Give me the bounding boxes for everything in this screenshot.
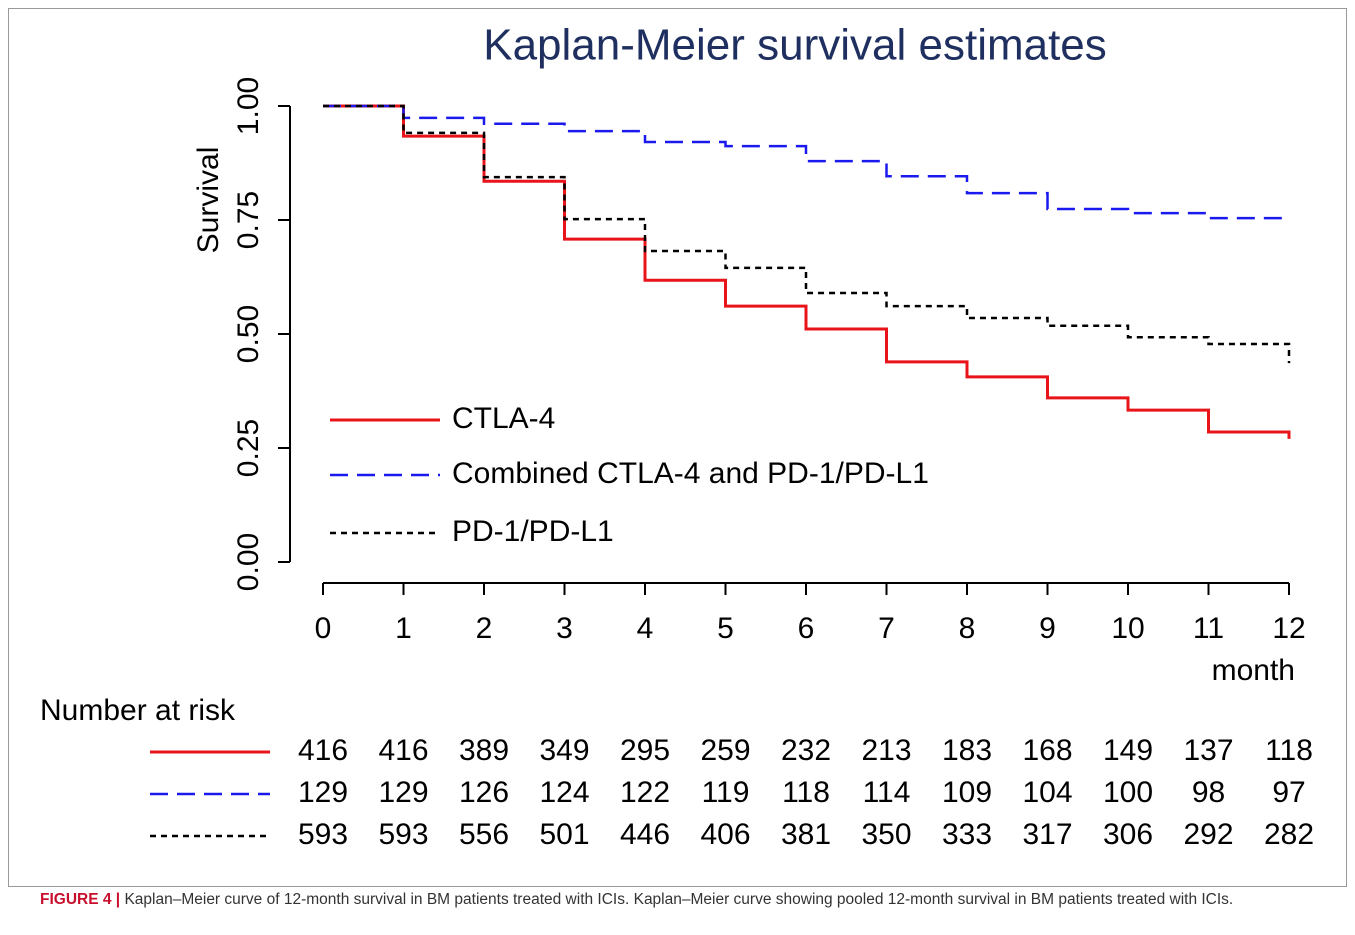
y-tick-label: 0.00 — [232, 533, 265, 591]
survival-curve — [323, 104, 1291, 220]
y-axis-label: Survival — [192, 147, 225, 254]
risk-count: 416 — [298, 734, 348, 767]
x-tick-label: 7 — [878, 612, 895, 645]
x-axis-label: month — [1212, 654, 1295, 687]
risk-count: 124 — [539, 776, 589, 809]
survival-curve — [323, 104, 1291, 439]
risk-count: 129 — [378, 776, 428, 809]
risk-count: 259 — [700, 734, 750, 767]
risk-count: 416 — [378, 734, 428, 767]
x-tick-label: 11 — [1193, 612, 1224, 645]
caption: FIGURE 4 | Kaplan–Meier curve of 12-mont… — [40, 888, 1320, 912]
risk-count: 292 — [1183, 818, 1233, 851]
risk-count: 168 — [1022, 734, 1072, 767]
chart: Kaplan-Meier survival estimates Survival… — [8, 8, 1347, 887]
risk-count: 129 — [298, 776, 348, 809]
risk-count: 349 — [539, 734, 589, 767]
legend-label: CTLA-4 — [452, 402, 555, 435]
caption-label: FIGURE 4 | — [40, 891, 121, 908]
y-tick-label: 1.00 — [232, 77, 265, 135]
risk-count: 317 — [1022, 818, 1072, 851]
y-tick-label: 0.75 — [232, 191, 265, 249]
caption-text: Kaplan–Meier curve of 12-month survival … — [124, 891, 1234, 908]
risk-count: 381 — [781, 818, 831, 851]
x-tick-label: 3 — [556, 612, 573, 645]
x-tick-label: 1 — [395, 612, 412, 645]
risk-count: 593 — [298, 818, 348, 851]
risk-count: 282 — [1264, 818, 1314, 851]
risk-count: 119 — [702, 776, 750, 809]
risk-count: 126 — [459, 776, 509, 809]
y-tick-label: 0.25 — [232, 419, 265, 477]
x-tick-label: 5 — [717, 612, 734, 645]
risk-count: 295 — [620, 734, 670, 767]
risk-count: 149 — [1103, 734, 1153, 767]
risk-count: 232 — [781, 734, 831, 767]
survival-curve — [323, 104, 1291, 364]
x-tick-label: 2 — [476, 612, 493, 645]
risk-count: 109 — [942, 776, 992, 809]
risk-count: 183 — [942, 734, 992, 767]
x-tick-label: 9 — [1039, 612, 1056, 645]
chart-title: Kaplan-Meier survival estimates — [483, 21, 1107, 70]
x-tick-label: 10 — [1111, 612, 1144, 645]
risk-count: 446 — [620, 818, 670, 851]
y-tick-label: 0.50 — [232, 305, 265, 363]
risk-table-title: Number at risk — [40, 694, 236, 727]
risk-count: 306 — [1103, 818, 1153, 851]
risk-count: 213 — [861, 734, 911, 767]
risk-count: 100 — [1103, 776, 1153, 809]
x-tick-label: 6 — [798, 612, 815, 645]
legend-label: Combined CTLA-4 and PD-1/PD-L1 — [452, 457, 929, 490]
risk-count: 122 — [620, 776, 670, 809]
legend-label: PD-1/PD-L1 — [452, 515, 614, 548]
risk-count: 118 — [1265, 734, 1313, 767]
x-tick-label: 0 — [315, 612, 332, 645]
risk-count: 333 — [942, 818, 992, 851]
risk-count: 114 — [863, 776, 911, 809]
x-tick-label: 8 — [959, 612, 976, 645]
risk-count: 406 — [700, 818, 750, 851]
x-tick-label: 4 — [637, 612, 654, 645]
risk-count: 118 — [782, 776, 830, 809]
risk-count: 593 — [378, 818, 428, 851]
risk-count: 389 — [459, 734, 509, 767]
risk-count: 501 — [539, 818, 589, 851]
risk-count: 350 — [861, 818, 911, 851]
risk-count: 97 — [1272, 776, 1305, 809]
x-tick-label: 12 — [1272, 612, 1305, 645]
risk-count: 104 — [1022, 776, 1072, 809]
risk-count: 98 — [1192, 776, 1225, 809]
risk-count: 137 — [1183, 734, 1233, 767]
risk-count: 556 — [459, 818, 509, 851]
